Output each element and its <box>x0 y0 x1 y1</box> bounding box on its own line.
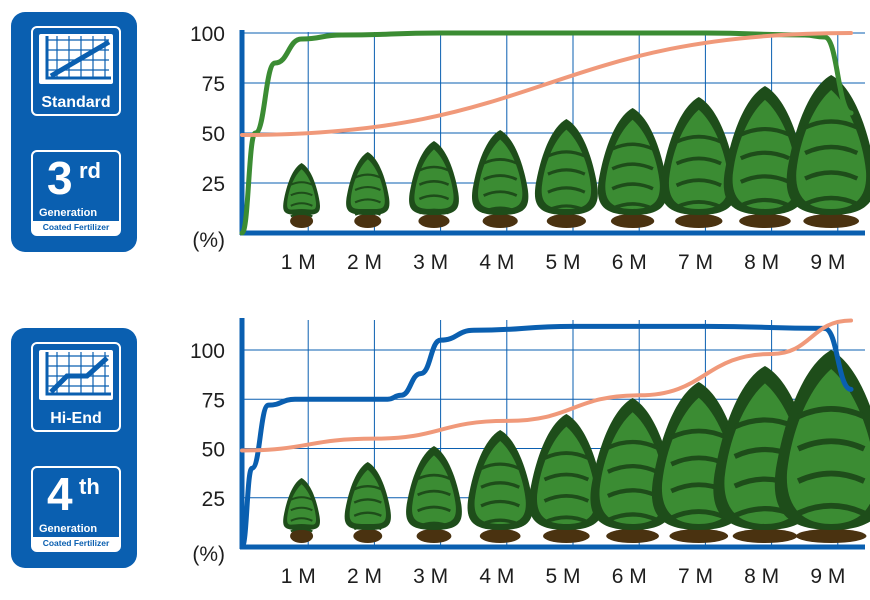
badge-label: Standard <box>41 94 111 111</box>
x-tick-label: 6 M <box>612 251 647 274</box>
x-tick-label: 2 M <box>347 251 382 274</box>
tree-illustration <box>723 86 807 228</box>
x-tick-label: 7 M <box>678 565 713 588</box>
tree-illustration <box>471 130 529 228</box>
release-chart-standard: 100 75 50 25 (%) 1 M 2 M 3 M 4 M 5 M 6 M 7 M 8 M 9 M <box>190 23 870 274</box>
x-tick-label: 8 M <box>744 251 779 274</box>
y-tick-label: 25 <box>202 173 225 196</box>
badge-column: Standard 3 rd Generation Coated Fertiliz… <box>11 12 137 252</box>
x-tick-label: 1 M <box>281 565 316 588</box>
panel-standard: Standard 3 rd Generation Coated Fertiliz… <box>11 12 870 274</box>
release-curve-icon <box>39 34 113 84</box>
tree-illustration <box>467 430 533 543</box>
x-tick-label: 2 M <box>347 565 382 588</box>
badge-column: Hi-End 4 th Generation Coated Fertilizer <box>11 328 137 568</box>
y-tick-label: 100 <box>190 340 225 363</box>
tree-illustration <box>534 119 598 228</box>
x-tick-label: 5 M <box>546 565 581 588</box>
y-tick-label: 25 <box>202 488 225 511</box>
generation-suffix: rd <box>79 158 101 183</box>
panel-hi-end: Hi-End 4 th Generation Coated Fertilizer… <box>0 300 870 600</box>
trees <box>283 350 870 543</box>
y-tick-label: 75 <box>202 73 225 96</box>
generation-badge: 3 rd Generation Coated Fertilizer <box>31 150 121 236</box>
generation-suffix: th <box>79 474 100 499</box>
y-tick-label: (%) <box>192 543 225 566</box>
tree-illustration <box>660 97 737 228</box>
tree-illustration <box>406 446 462 543</box>
release-curve-icon <box>39 350 113 400</box>
tree-illustration <box>283 478 320 543</box>
generation-word: Generation <box>39 523 98 535</box>
x-tick-label: 1 M <box>281 251 316 274</box>
x-tick-label: 9 M <box>810 251 845 274</box>
trees <box>283 75 870 228</box>
tree-illustration <box>409 141 459 228</box>
tree-illustration <box>528 414 604 543</box>
tree-illustration <box>786 75 870 228</box>
generation-number: 3 <box>47 152 73 204</box>
standard-badge: Standard <box>31 26 121 116</box>
hi-end-badge: Hi-End <box>31 342 121 432</box>
x-tick-label: 3 M <box>413 565 448 588</box>
generation-number: 4 <box>47 468 73 520</box>
release-chart-hi-end: 100 75 50 25 (%) 1 M 2 M 3 M 4 M 5 M 6 M 7 M 8 M 9 M <box>190 318 870 588</box>
growth-line <box>240 318 854 453</box>
x-tick-label: 5 M <box>546 251 581 274</box>
tree-illustration <box>774 350 870 543</box>
x-tick-label: 4 M <box>479 565 514 588</box>
generation-word: Generation <box>39 207 98 219</box>
y-tick-label: (%) <box>192 229 225 252</box>
x-tick-label: 4 M <box>479 251 514 274</box>
tree-illustration <box>597 108 668 228</box>
y-tick-label: 100 <box>190 23 225 46</box>
badge-label: Hi-End <box>50 410 102 427</box>
x-tick-label: 9 M <box>810 565 845 588</box>
coated-fertilizer-label: Coated Fertilizer <box>33 221 119 234</box>
y-tick-label: 50 <box>202 123 225 146</box>
x-tick-label: 8 M <box>744 565 779 588</box>
tree-illustration <box>344 462 391 543</box>
tree-illustration <box>283 163 320 228</box>
x-tick-label: 3 M <box>413 251 448 274</box>
generation-badge: 4 th Generation Coated Fertilizer <box>31 466 121 552</box>
x-tick-label: 7 M <box>678 251 713 274</box>
x-tick-label: 6 M <box>612 565 647 588</box>
y-tick-label: 50 <box>202 439 225 462</box>
y-tick-label: 75 <box>202 389 225 412</box>
release-curve <box>239 323 854 550</box>
coated-fertilizer-label: Coated Fertilizer <box>33 537 119 550</box>
tree-illustration <box>346 152 390 228</box>
growth-line <box>240 31 854 137</box>
